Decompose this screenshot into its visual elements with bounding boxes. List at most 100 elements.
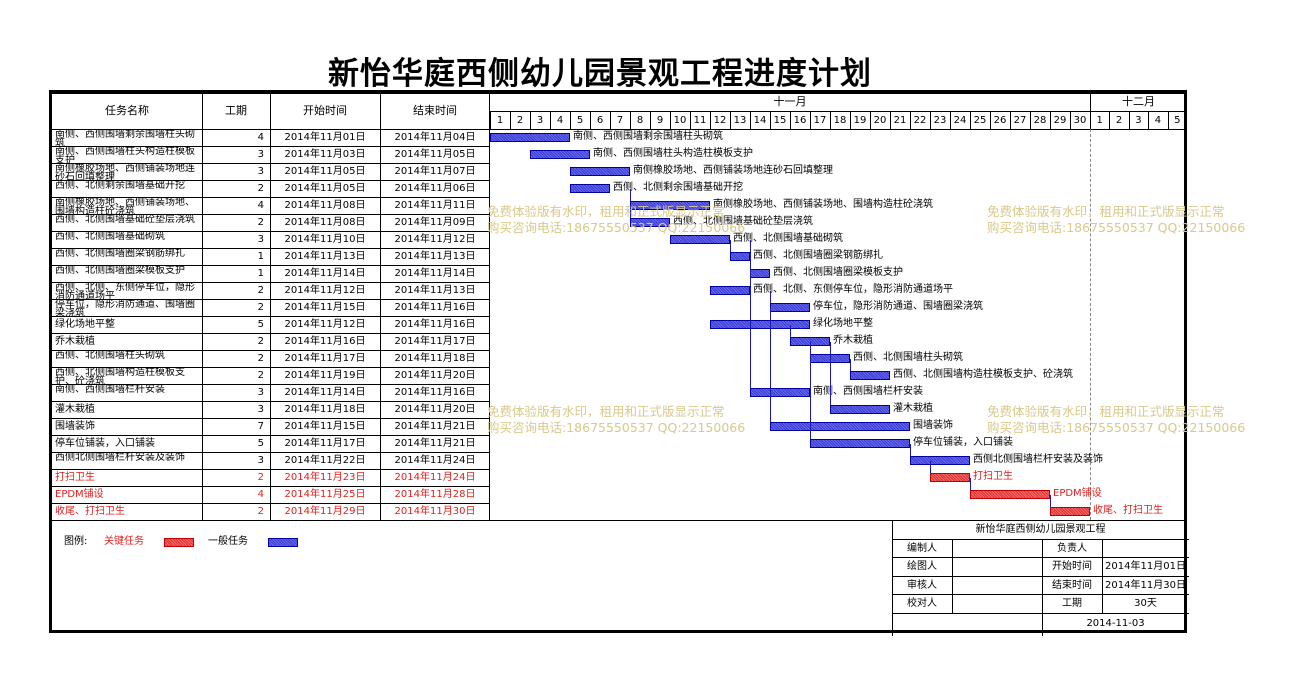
day-header-cell: 21 bbox=[893, 115, 907, 126]
task-duration: 2 bbox=[257, 336, 264, 347]
grid-line bbox=[490, 111, 491, 129]
task-start-date: 2014年11月14日 bbox=[284, 268, 366, 279]
grid-line bbox=[52, 503, 489, 504]
task-name: 西侧、北侧围墙构造柱模板支护、砼浇筑 bbox=[55, 368, 185, 384]
task-duration: 2 bbox=[257, 506, 264, 517]
task-bar-label: 西侧、北侧围墙圈梁模板支护 bbox=[773, 267, 903, 278]
day-header-cell: 24 bbox=[953, 115, 967, 126]
grid-line bbox=[1102, 594, 1103, 613]
grid-line bbox=[1042, 538, 1043, 557]
month-divider-line bbox=[1090, 129, 1091, 520]
task-start-date: 2014年11月16日 bbox=[284, 336, 366, 347]
task-bar-label: 南侧、西侧围墙柱头构造柱模板支护 bbox=[593, 148, 753, 159]
task-duration: 5 bbox=[257, 319, 264, 330]
task-duration: 2 bbox=[257, 302, 264, 313]
legend-normal-swatch bbox=[268, 538, 298, 547]
gantt-sheet: 任务名称 工期 开始时间 结束时间 十一月 十二月 1 2 3 4 5 6 7 8 9 10 11 1… bbox=[49, 90, 1245, 636]
task-end-date: 2014年11月16日 bbox=[394, 302, 476, 313]
dependency-connector bbox=[830, 342, 831, 405]
task-bar-label: 西侧北侧围墙栏杆安装及装饰 bbox=[973, 454, 1103, 465]
task-start-date: 2014年11月23日 bbox=[284, 472, 366, 483]
task-duration: 2 bbox=[257, 353, 264, 364]
grid-line bbox=[630, 111, 631, 129]
day-header-cell: 1 bbox=[1096, 115, 1103, 126]
task-bar-label: 南侧橡胶场地、西侧铺装场地连砂石回填整理 bbox=[633, 165, 833, 176]
day-header-cell: 18 bbox=[833, 115, 847, 126]
task-end-date: 2014年11月18日 bbox=[394, 353, 476, 364]
grid-line bbox=[270, 93, 271, 520]
task-bar bbox=[710, 320, 810, 329]
task-start-date: 2014年11月25日 bbox=[284, 489, 366, 500]
day-header-cell: 4 bbox=[1154, 115, 1162, 126]
task-bar-label: 围墙装饰 bbox=[913, 420, 953, 431]
task-bar-label: 打扫卫生 bbox=[973, 471, 1013, 482]
grid-line bbox=[52, 163, 489, 164]
task-end-date: 2014年11月17日 bbox=[394, 336, 476, 347]
grid-line bbox=[1109, 111, 1111, 129]
day-header-cell: 5 bbox=[576, 115, 584, 126]
task-duration: 3 bbox=[257, 234, 264, 245]
grid-line bbox=[1042, 612, 1043, 636]
critical-task-bar bbox=[970, 490, 1050, 499]
task-bar bbox=[750, 388, 810, 397]
task-end-date: 2014年11月05日 bbox=[394, 149, 476, 160]
info-value: 2014年11月30日 bbox=[1105, 579, 1186, 591]
day-header-cell: 22 bbox=[913, 115, 927, 126]
task-bar-label: 南侧、西侧围墙剩余围墙柱头砌筑 bbox=[573, 131, 723, 142]
grid-line bbox=[1042, 594, 1043, 613]
watermark-text: 免费体验版有水印，租用和正式版显示正常 bbox=[987, 404, 1225, 419]
task-bar-label: 灌木栽植 bbox=[893, 403, 933, 414]
day-header-cell: 15 bbox=[773, 115, 787, 126]
grid-line bbox=[570, 111, 571, 129]
day-header-cell: 3 bbox=[536, 115, 544, 126]
info-value: 30天 bbox=[1134, 598, 1157, 609]
task-bar bbox=[710, 286, 750, 295]
task-end-date: 2014年11月20日 bbox=[394, 404, 476, 415]
day-header-cell: 19 bbox=[853, 115, 867, 126]
task-end-date: 2014年11月24日 bbox=[394, 455, 476, 466]
grid-line bbox=[610, 111, 611, 129]
task-name: 南侧、西侧围墙柱头构造柱模板支护 bbox=[55, 147, 195, 163]
critical-task-bar bbox=[930, 473, 970, 482]
grid-line bbox=[730, 111, 731, 129]
dependency-connector bbox=[910, 444, 911, 456]
task-start-date: 2014年11月22日 bbox=[284, 455, 366, 466]
task-bar bbox=[530, 150, 590, 159]
day-header-cell: 6 bbox=[596, 115, 604, 126]
grid-line bbox=[892, 538, 1189, 540]
grid-line bbox=[52, 265, 489, 266]
grid-line bbox=[1148, 111, 1150, 129]
grid-line bbox=[52, 316, 489, 317]
task-start-date: 2014年11月29日 bbox=[284, 506, 366, 517]
grid-line bbox=[52, 520, 1187, 521]
task-name: 南侧橡胶场地、西侧铺装场地、围墙构造柱砼浇筑 bbox=[55, 198, 195, 214]
legend-normal-label: 一般任务 bbox=[208, 536, 248, 547]
info-key: 负责人 bbox=[1057, 542, 1087, 554]
task-bar bbox=[630, 201, 710, 210]
day-header-cell: 20 bbox=[873, 115, 887, 126]
grid-line bbox=[52, 231, 489, 232]
info-key: 结束时间 bbox=[1052, 579, 1092, 591]
task-bar bbox=[770, 422, 910, 431]
task-bar bbox=[570, 184, 610, 193]
task-end-date: 2014年11月11日 bbox=[394, 200, 476, 211]
task-end-date: 2014年11月13日 bbox=[394, 251, 476, 262]
task-end-date: 2014年11月16日 bbox=[394, 387, 476, 398]
grid-line bbox=[990, 111, 991, 129]
grid-line bbox=[530, 111, 531, 129]
grid-line bbox=[1167, 111, 1169, 129]
critical-task-bar bbox=[1050, 507, 1090, 516]
task-duration: 3 bbox=[257, 166, 264, 177]
dependency-connector bbox=[770, 308, 771, 422]
grid-line bbox=[810, 111, 811, 129]
grid-line bbox=[1010, 111, 1011, 129]
task-duration: 1 bbox=[257, 251, 264, 262]
day-header-cell: 1 bbox=[496, 115, 504, 126]
task-name: 西侧、北侧围墙基础砼垫层浇筑 bbox=[55, 215, 195, 225]
grid-line bbox=[52, 146, 489, 147]
legend-critical-swatch bbox=[164, 538, 194, 547]
grid-line bbox=[930, 111, 931, 129]
task-duration: 3 bbox=[257, 149, 264, 160]
task-bar-label: 西侧、北侧围墙柱头砌筑 bbox=[853, 352, 963, 363]
watermark-text: 购买咨询电话:18675550537 QQ:22150066 bbox=[987, 220, 1246, 235]
